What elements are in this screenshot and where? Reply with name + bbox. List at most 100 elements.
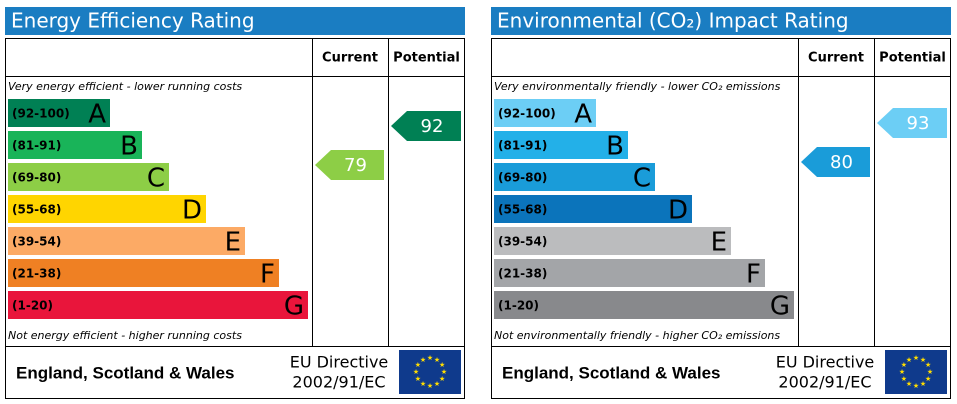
eu-star: ★: [415, 375, 421, 383]
bottom-note: Not environmentally friendly - higher CO…: [494, 329, 780, 342]
eu-star: ★: [434, 380, 440, 388]
band-letter: D: [182, 196, 202, 226]
rating-band: [8, 131, 142, 159]
column-header: Current: [808, 51, 864, 66]
rating-band: [8, 259, 279, 287]
band-range: (39-54): [498, 235, 547, 249]
frame: [5, 38, 465, 399]
rating-band: [494, 291, 794, 319]
eu-flag: [399, 350, 461, 394]
potential-indicator: 92: [391, 111, 461, 141]
eu-star: ★: [920, 356, 926, 364]
eu-star: ★: [906, 380, 912, 388]
eu-star: ★: [906, 356, 912, 364]
band-letter: G: [770, 292, 790, 322]
top-note: Very energy efficient - lower running co…: [8, 80, 242, 93]
band-range: (69-80): [498, 171, 547, 185]
band-range: (39-54): [12, 235, 61, 249]
frame: [491, 38, 951, 399]
bottom-note: Not energy efficient - higher running co…: [8, 329, 242, 342]
panel-title: Energy Efficiency Rating: [11, 9, 255, 33]
rating-band: [494, 259, 765, 287]
eu-star: ★: [920, 380, 926, 388]
eu-star: ★: [441, 368, 447, 376]
eu-flag: [885, 350, 947, 394]
rating-arrow: [315, 150, 384, 180]
band-letter: G: [284, 292, 304, 322]
rating-band: [8, 99, 110, 127]
rating-value: 92: [421, 116, 444, 137]
top-note: Very environmentally friendly - lower CO…: [494, 80, 781, 93]
rating-band: [8, 163, 169, 191]
potential-indicator: 93: [877, 108, 947, 138]
column-header: Potential: [393, 51, 460, 66]
rating-band: [494, 195, 692, 223]
footer-directive: 2002/91/EC: [778, 373, 871, 392]
band-range: (55-68): [12, 203, 61, 217]
eu-star: ★: [439, 361, 445, 369]
rating-value: 80: [830, 152, 853, 173]
band-letter: F: [746, 260, 761, 290]
band-range: (92-100): [12, 107, 70, 121]
rating-value: 93: [907, 113, 930, 134]
eu-star: ★: [913, 382, 919, 390]
band-letter: F: [260, 260, 275, 290]
band-letter: C: [147, 164, 165, 194]
band-range: (55-68): [498, 203, 547, 217]
eu-star: ★: [913, 354, 919, 362]
rating-band: [494, 163, 655, 191]
eu-star: ★: [439, 375, 445, 383]
band-letter: E: [225, 228, 241, 258]
rating-band: [494, 227, 731, 255]
rating-band: [494, 99, 596, 127]
title-bar: [491, 7, 951, 35]
band-range: (21-38): [498, 267, 547, 281]
band-range: (81-91): [498, 139, 547, 153]
footer-directive: 2002/91/EC: [292, 373, 385, 392]
rating-arrow: [391, 111, 461, 141]
eu-star: ★: [899, 368, 905, 376]
rating-band: [8, 195, 206, 223]
rating-arrow: [877, 108, 947, 138]
title-bar: [5, 7, 465, 35]
eu-star: ★: [420, 356, 426, 364]
band-range: (92-100): [498, 107, 556, 121]
eu-star: ★: [925, 375, 931, 383]
current-indicator: 79: [315, 150, 384, 180]
panel-title: Environmental (CO₂) Impact Rating: [497, 9, 849, 33]
rating-band: [494, 131, 628, 159]
eu-star: ★: [415, 361, 421, 369]
band-range: (21-38): [12, 267, 61, 281]
column-header: Potential: [879, 51, 946, 66]
eu-star: ★: [925, 361, 931, 369]
eu-star: ★: [901, 375, 907, 383]
band-letter: B: [120, 132, 138, 162]
column-header: Current: [322, 51, 378, 66]
rating-band: [8, 227, 245, 255]
footer-directive: EU Directive: [290, 353, 389, 372]
footer-region: England, Scotland & Wales: [502, 363, 721, 382]
rating-value: 79: [344, 155, 367, 176]
band-range: (69-80): [12, 171, 61, 185]
rating-arrow: [801, 147, 870, 177]
footer-region: England, Scotland & Wales: [16, 363, 235, 382]
band-letter: D: [668, 196, 688, 226]
band-range: (1-20): [498, 299, 539, 313]
eu-star: ★: [413, 368, 419, 376]
band-letter: C: [633, 164, 651, 194]
eu-star: ★: [420, 380, 426, 388]
rating-band: [8, 291, 308, 319]
band-range: (81-91): [12, 139, 61, 153]
current-indicator: 80: [801, 147, 870, 177]
band-letter: E: [711, 228, 727, 258]
band-range: (1-20): [12, 299, 53, 313]
eu-star: ★: [427, 382, 433, 390]
eu-star: ★: [901, 361, 907, 369]
band-letter: A: [88, 100, 106, 130]
band-letter: B: [606, 132, 624, 162]
eu-star: ★: [927, 368, 933, 376]
eu-star: ★: [434, 356, 440, 364]
eu-star: ★: [427, 354, 433, 362]
